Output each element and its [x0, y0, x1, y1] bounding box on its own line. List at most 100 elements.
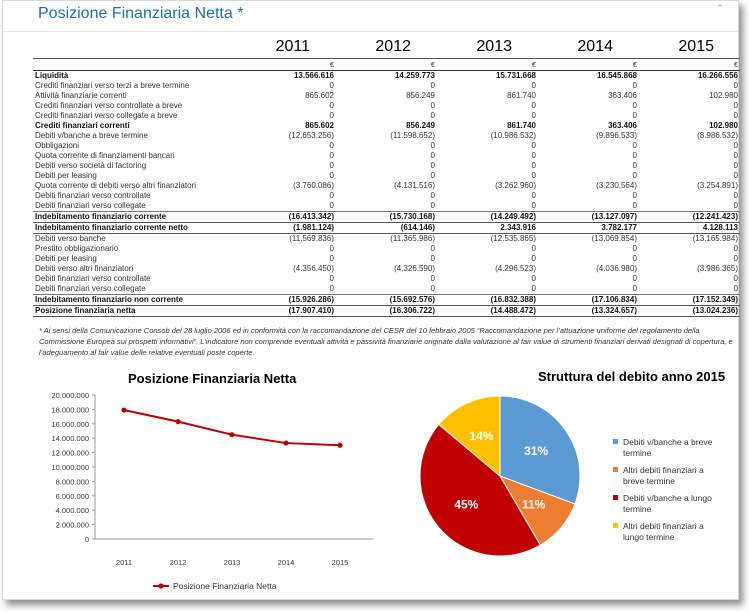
row-value: 0 [531, 244, 536, 253]
row-value: 0 [531, 201, 536, 210]
row-value: 0 [329, 111, 334, 120]
table-row: Attività finanziarie correnti 865.602 856.… [33, 91, 740, 101]
x-tick-label: 2014 [278, 558, 295, 567]
table-row: Liquidità 13.566.616 14.259.773 15.731.668 1… [33, 71, 740, 82]
row-label: Debiti per leasing [35, 171, 97, 180]
row-value: 0 [329, 191, 334, 200]
legend-label: Altri debiti finanziari a breve termine [623, 465, 704, 486]
line-chart: 0 2.000.000 4.000.000 6.000.000 8.000.000 10.… [51, 391, 373, 591]
currency-label: € [639, 58, 740, 71]
row-value: 0 [733, 101, 738, 110]
row-value: (4.356.450) [293, 264, 334, 273]
row-value: 0 [531, 284, 536, 293]
row-value: (11.569.836) [289, 234, 334, 243]
row-value: 856.249 [406, 91, 435, 100]
row-value: (3.262.960) [495, 181, 536, 190]
row-label: Debiti v/banche a breve termine [35, 131, 148, 140]
table-row: Prestito obbligazionario 0 0 0 0 0 [33, 244, 740, 254]
year-header: 2013 [437, 36, 538, 59]
row-value: (9.896.533) [596, 131, 637, 140]
currency-label: € [437, 58, 538, 71]
row-value: 102.980 [709, 121, 738, 130]
table-row: Crediti finanziari correnti 865.602 856.24… [33, 121, 740, 131]
footnote: * Ai sensi della Comunicazione Consob de… [39, 326, 733, 357]
y-tick-label: 18.000.000 [51, 405, 89, 414]
row-value: 0 [632, 151, 637, 160]
row-value: 0 [531, 274, 536, 283]
row-value: 0 [430, 81, 435, 90]
row-value: 0 [733, 161, 738, 170]
row-value: 0 [632, 161, 637, 170]
row-value: 16.266.556 [697, 71, 738, 80]
row-value: 0 [733, 191, 738, 200]
row-label: Prestito obbligazionario [35, 244, 119, 253]
legend-swatch [613, 467, 618, 472]
row-value: 0 [329, 81, 334, 90]
panel-header: Posizione Finanziaria Netta * ⌃ [3, 1, 738, 32]
row-value: 0 [632, 171, 637, 180]
row-value: 0 [632, 201, 637, 210]
row-value: 861.740 [507, 91, 536, 100]
row-value: (8.986.532) [697, 131, 738, 140]
pie-slice [499, 395, 581, 505]
row-value: 0 [632, 284, 637, 293]
row-value: (16.413.342) [235, 211, 336, 223]
financial-table-body: Liquidità 13.566.616 14.259.773 15.731.668 1… [33, 71, 740, 317]
data-point [337, 442, 343, 448]
slice-label: 45% [454, 497, 478, 511]
row-value: 0 [329, 171, 334, 180]
x-tick-label: 2012 [170, 558, 187, 567]
year-header: 2015 [639, 36, 740, 59]
series-line [123, 409, 341, 447]
row-value: 4.128.113 [639, 222, 740, 234]
row-value: 13.566.616 [293, 71, 334, 80]
row-value: 861.740 [507, 121, 536, 130]
table-row: Debiti verso banche (11.569.836) (11.365.9… [33, 234, 740, 245]
row-value: 856.249 [406, 121, 435, 130]
row-label: Crediti finanziari verso controllate a b… [35, 101, 183, 110]
legend-label: Posizione Finanziaria Netta [173, 581, 277, 591]
row-value: (17.152.349) [639, 294, 740, 306]
y-tick-label: 10.000.000 [51, 463, 89, 472]
row-value: 0 [329, 274, 334, 283]
row-value: (17.907.410) [235, 305, 336, 317]
x-tick-label: 2013 [224, 558, 241, 567]
row-value: (15.730.168) [336, 211, 437, 223]
row-value: 0 [632, 141, 637, 150]
x-tick-label: 2015 [332, 558, 349, 567]
year-header: 2014 [538, 36, 639, 59]
row-value: 0 [329, 244, 334, 253]
row-value: 0 [733, 171, 738, 180]
year-header: 2012 [336, 36, 437, 59]
row-value: (16.306.722) [336, 305, 437, 317]
row-value: 0 [531, 81, 536, 90]
row-label: Debiti verso banche [35, 234, 106, 243]
row-label: Posizione finanziaria netta [33, 305, 235, 317]
currency-label: € [538, 58, 639, 71]
row-label: Crediti finanziari verso terzi a breve t… [35, 81, 190, 90]
pie-chart: 31% 11% 45% 14% Debiti v/banche a breve termi… [419, 395, 713, 557]
row-label: Debiti per leasing [35, 254, 97, 263]
row-label: Debiti finanziari verso controllate [35, 274, 151, 283]
row-value: 0 [430, 191, 435, 200]
row-value: 14.259.773 [394, 71, 435, 80]
row-value: 0 [531, 254, 536, 263]
y-tick-label: 4.000.000 [56, 506, 89, 515]
y-tick-label: 0 [85, 535, 89, 544]
row-value: 0 [733, 284, 738, 293]
row-value: 0 [632, 254, 637, 263]
y-tick-label: 20.000.000 [51, 391, 89, 400]
row-value: 0 [632, 111, 637, 120]
x-tick-label: 2011 [116, 558, 132, 567]
chevron-up-icon[interactable]: ⌃ [715, 2, 726, 16]
pie-chart-title: Struttura del debito anno 2015 [538, 369, 726, 384]
table-row: Crediti finanziari verso collegate a bre… [33, 111, 740, 121]
table-row: Crediti finanziari verso terzi a breve t… [33, 81, 740, 91]
row-value: 0 [329, 141, 334, 150]
row-value: 0 [632, 244, 637, 253]
row-label: Crediti finanziari verso collegate a bre… [35, 111, 178, 120]
row-value: (15.692.576) [336, 294, 437, 306]
row-value: (4.326.590) [394, 264, 435, 273]
row-value: 363.406 [608, 121, 637, 130]
table-row: Debiti v/banche a breve termine (12.653.2… [33, 131, 740, 141]
